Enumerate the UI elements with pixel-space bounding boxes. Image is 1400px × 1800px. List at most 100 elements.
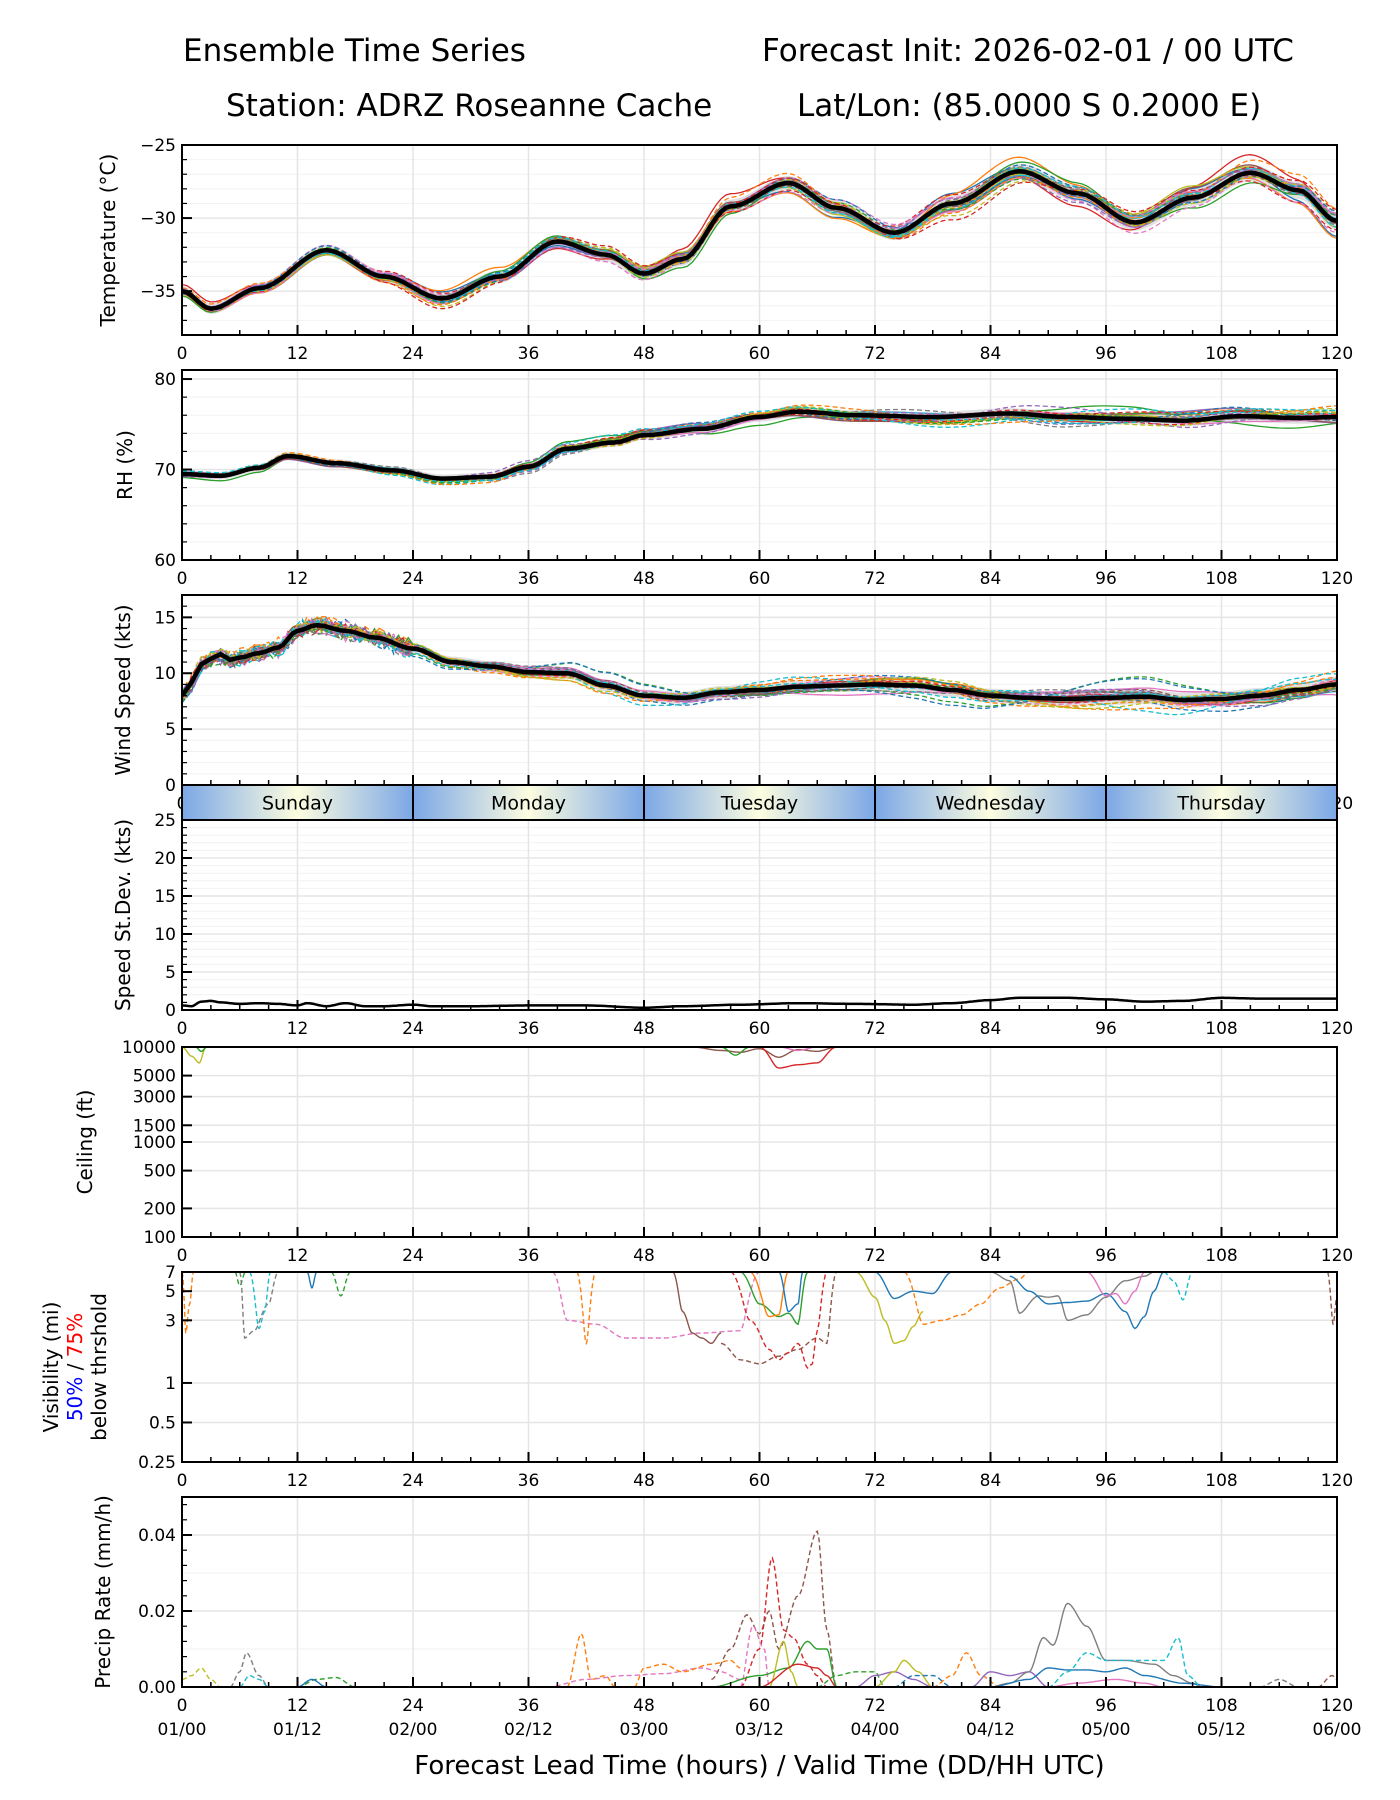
x-tick-label: 108 xyxy=(1205,344,1237,364)
x-tick-label: 108 xyxy=(1205,1019,1237,1039)
ensemble-member-line xyxy=(552,1272,760,1339)
x-tick-label-valid: 03/12 xyxy=(735,1720,784,1740)
ensemble-member-line xyxy=(182,406,1337,483)
x-tick-label: 24 xyxy=(402,1471,424,1491)
grid xyxy=(181,144,1338,336)
x-tick-label: 12 xyxy=(287,1696,309,1716)
day-cell-tuesday xyxy=(644,785,875,820)
day-label-thursday: Thursday xyxy=(1176,793,1265,815)
x-tick-label-valid: 03/00 xyxy=(620,1720,669,1740)
ensemble-member-line xyxy=(932,1652,1001,1687)
x-tick-label: 24 xyxy=(402,1019,424,1039)
x-tick-label: 36 xyxy=(518,344,540,364)
x-tick-label: 84 xyxy=(980,1019,1002,1039)
day-label-wednesday: Wednesday xyxy=(935,793,1045,815)
x-tick-label: 84 xyxy=(980,1246,1002,1266)
x-tick-label: 60 xyxy=(749,569,771,589)
y-tick-label: 0 xyxy=(165,776,176,796)
x-tick-label: 84 xyxy=(980,1471,1002,1491)
ensemble-member-line xyxy=(1048,1636,1203,1687)
x-tick-label: 72 xyxy=(864,344,886,364)
ensemble-member-line xyxy=(182,171,1337,309)
x-tick-label: 48 xyxy=(633,1019,655,1039)
ensemble-member-line xyxy=(182,619,1337,708)
ensemble-member-line xyxy=(749,1272,789,1318)
x-tick-label: 72 xyxy=(864,1471,886,1491)
ensemble-member-line xyxy=(566,1632,616,1687)
ensemble-member-line xyxy=(740,1272,809,1326)
y-tick-label: −35 xyxy=(140,282,176,302)
y-tick-label: −30 xyxy=(140,209,176,229)
y-tick-label: 10000 xyxy=(122,1038,176,1058)
x-tick-label: 96 xyxy=(1095,1019,1117,1039)
ensemble-mean-line xyxy=(182,409,1337,481)
ensemble-member-line xyxy=(249,1272,272,1330)
ensemble-member-line xyxy=(740,1556,828,1687)
x-tick-label: 0 xyxy=(177,569,188,589)
x-tick-label: 36 xyxy=(518,1246,540,1266)
x-tick-label-valid: 06/00 xyxy=(1313,1720,1362,1740)
x-tick-label: 60 xyxy=(749,1471,771,1491)
day-cell-thursday xyxy=(1106,785,1337,820)
y-axis-label: Precip Rate (mm/h) xyxy=(91,1495,115,1689)
plot-area xyxy=(182,154,1337,314)
x-tick-label: 0 xyxy=(177,1246,188,1266)
x-tick-label: 108 xyxy=(1205,1696,1237,1716)
ensemble-member-line xyxy=(182,615,1337,708)
y-tick-label: 0.5 xyxy=(149,1413,176,1433)
ensemble-member-line xyxy=(1086,1272,1145,1305)
ensemble-member-line xyxy=(894,1674,953,1687)
x-tick-label: 48 xyxy=(633,1471,655,1491)
day-label-sunday: Sunday xyxy=(262,793,333,815)
x-tick-label: 120 xyxy=(1321,344,1353,364)
ensemble-member-line xyxy=(331,1272,351,1297)
y-tick-label: 80 xyxy=(154,370,176,390)
y-tick-label: 500 xyxy=(144,1162,176,1182)
ensemble-member-line xyxy=(297,1678,327,1687)
panel-relative-humidity: 0 12 24 36 48 60 72 84 96 108 120 60 70 80 RH (%) xyxy=(113,369,1353,589)
ensemble-member-line xyxy=(182,620,1337,704)
y-tick-label: −25 xyxy=(140,136,176,156)
y-tick-label: 15 xyxy=(154,608,176,628)
x-tick-label: 12 xyxy=(287,569,309,589)
y-tick-label: 0.02 xyxy=(138,1602,176,1622)
ensemble-member-line xyxy=(182,616,1337,711)
x-tick-label: 72 xyxy=(864,1696,886,1716)
ensemble-member-line xyxy=(1163,1272,1193,1301)
x-tick-label: 12 xyxy=(287,1246,309,1266)
ensemble-member-line xyxy=(239,1674,269,1687)
x-tick-label: 0 xyxy=(177,1696,188,1716)
y-tick-label: 60 xyxy=(154,551,176,571)
day-cell-sunday xyxy=(182,785,413,820)
ensemble-member-line xyxy=(182,620,1337,703)
x-tick-label: 96 xyxy=(1095,1696,1117,1716)
day-cell-monday xyxy=(413,785,644,820)
x-tick-label: 60 xyxy=(749,1246,771,1266)
y-tick-label: 0.25 xyxy=(138,1453,176,1473)
y-axis-label-threshold: 50% / 75% xyxy=(63,1313,87,1421)
y-axis-label: Visibility (mi) xyxy=(39,1302,63,1433)
y-axis-label: Wind Speed (kts) xyxy=(111,604,135,775)
y-tick-label: 1 xyxy=(165,1374,176,1394)
x-tick-label: 24 xyxy=(402,1246,424,1266)
ensemble-member-line xyxy=(711,1640,838,1687)
ensemble-member-line xyxy=(182,406,1337,480)
grid xyxy=(181,1496,1338,1688)
x-tick-label: 84 xyxy=(980,344,1002,364)
x-tick-label: 108 xyxy=(1205,1246,1237,1266)
y-tick-label: 10 xyxy=(154,664,176,684)
plot-area xyxy=(182,1529,1337,1687)
x-tick-label: 84 xyxy=(980,1696,1002,1716)
ensemble-member-line xyxy=(730,1272,828,1369)
title-latlon: Lat/Lon: (85.0000 S 0.2000 E) xyxy=(797,88,1262,124)
title-left: Ensemble Time Series xyxy=(183,33,526,69)
y-tick-label: 5000 xyxy=(133,1067,176,1087)
x-tick-label: 96 xyxy=(1095,344,1117,364)
x-tick-label: 0 xyxy=(177,1019,188,1039)
x-tick-label: 84 xyxy=(980,569,1002,589)
ensemble-mean-line xyxy=(182,169,1337,311)
y-axis-label: Temperature (°C) xyxy=(96,154,120,328)
panel-wind-speed: 01224364860728496108120051015Wind Speed … xyxy=(111,594,1353,814)
y-axis-label: Speed St.Dev. (kts) xyxy=(111,819,135,1011)
ensemble-member-line xyxy=(547,1667,741,1687)
